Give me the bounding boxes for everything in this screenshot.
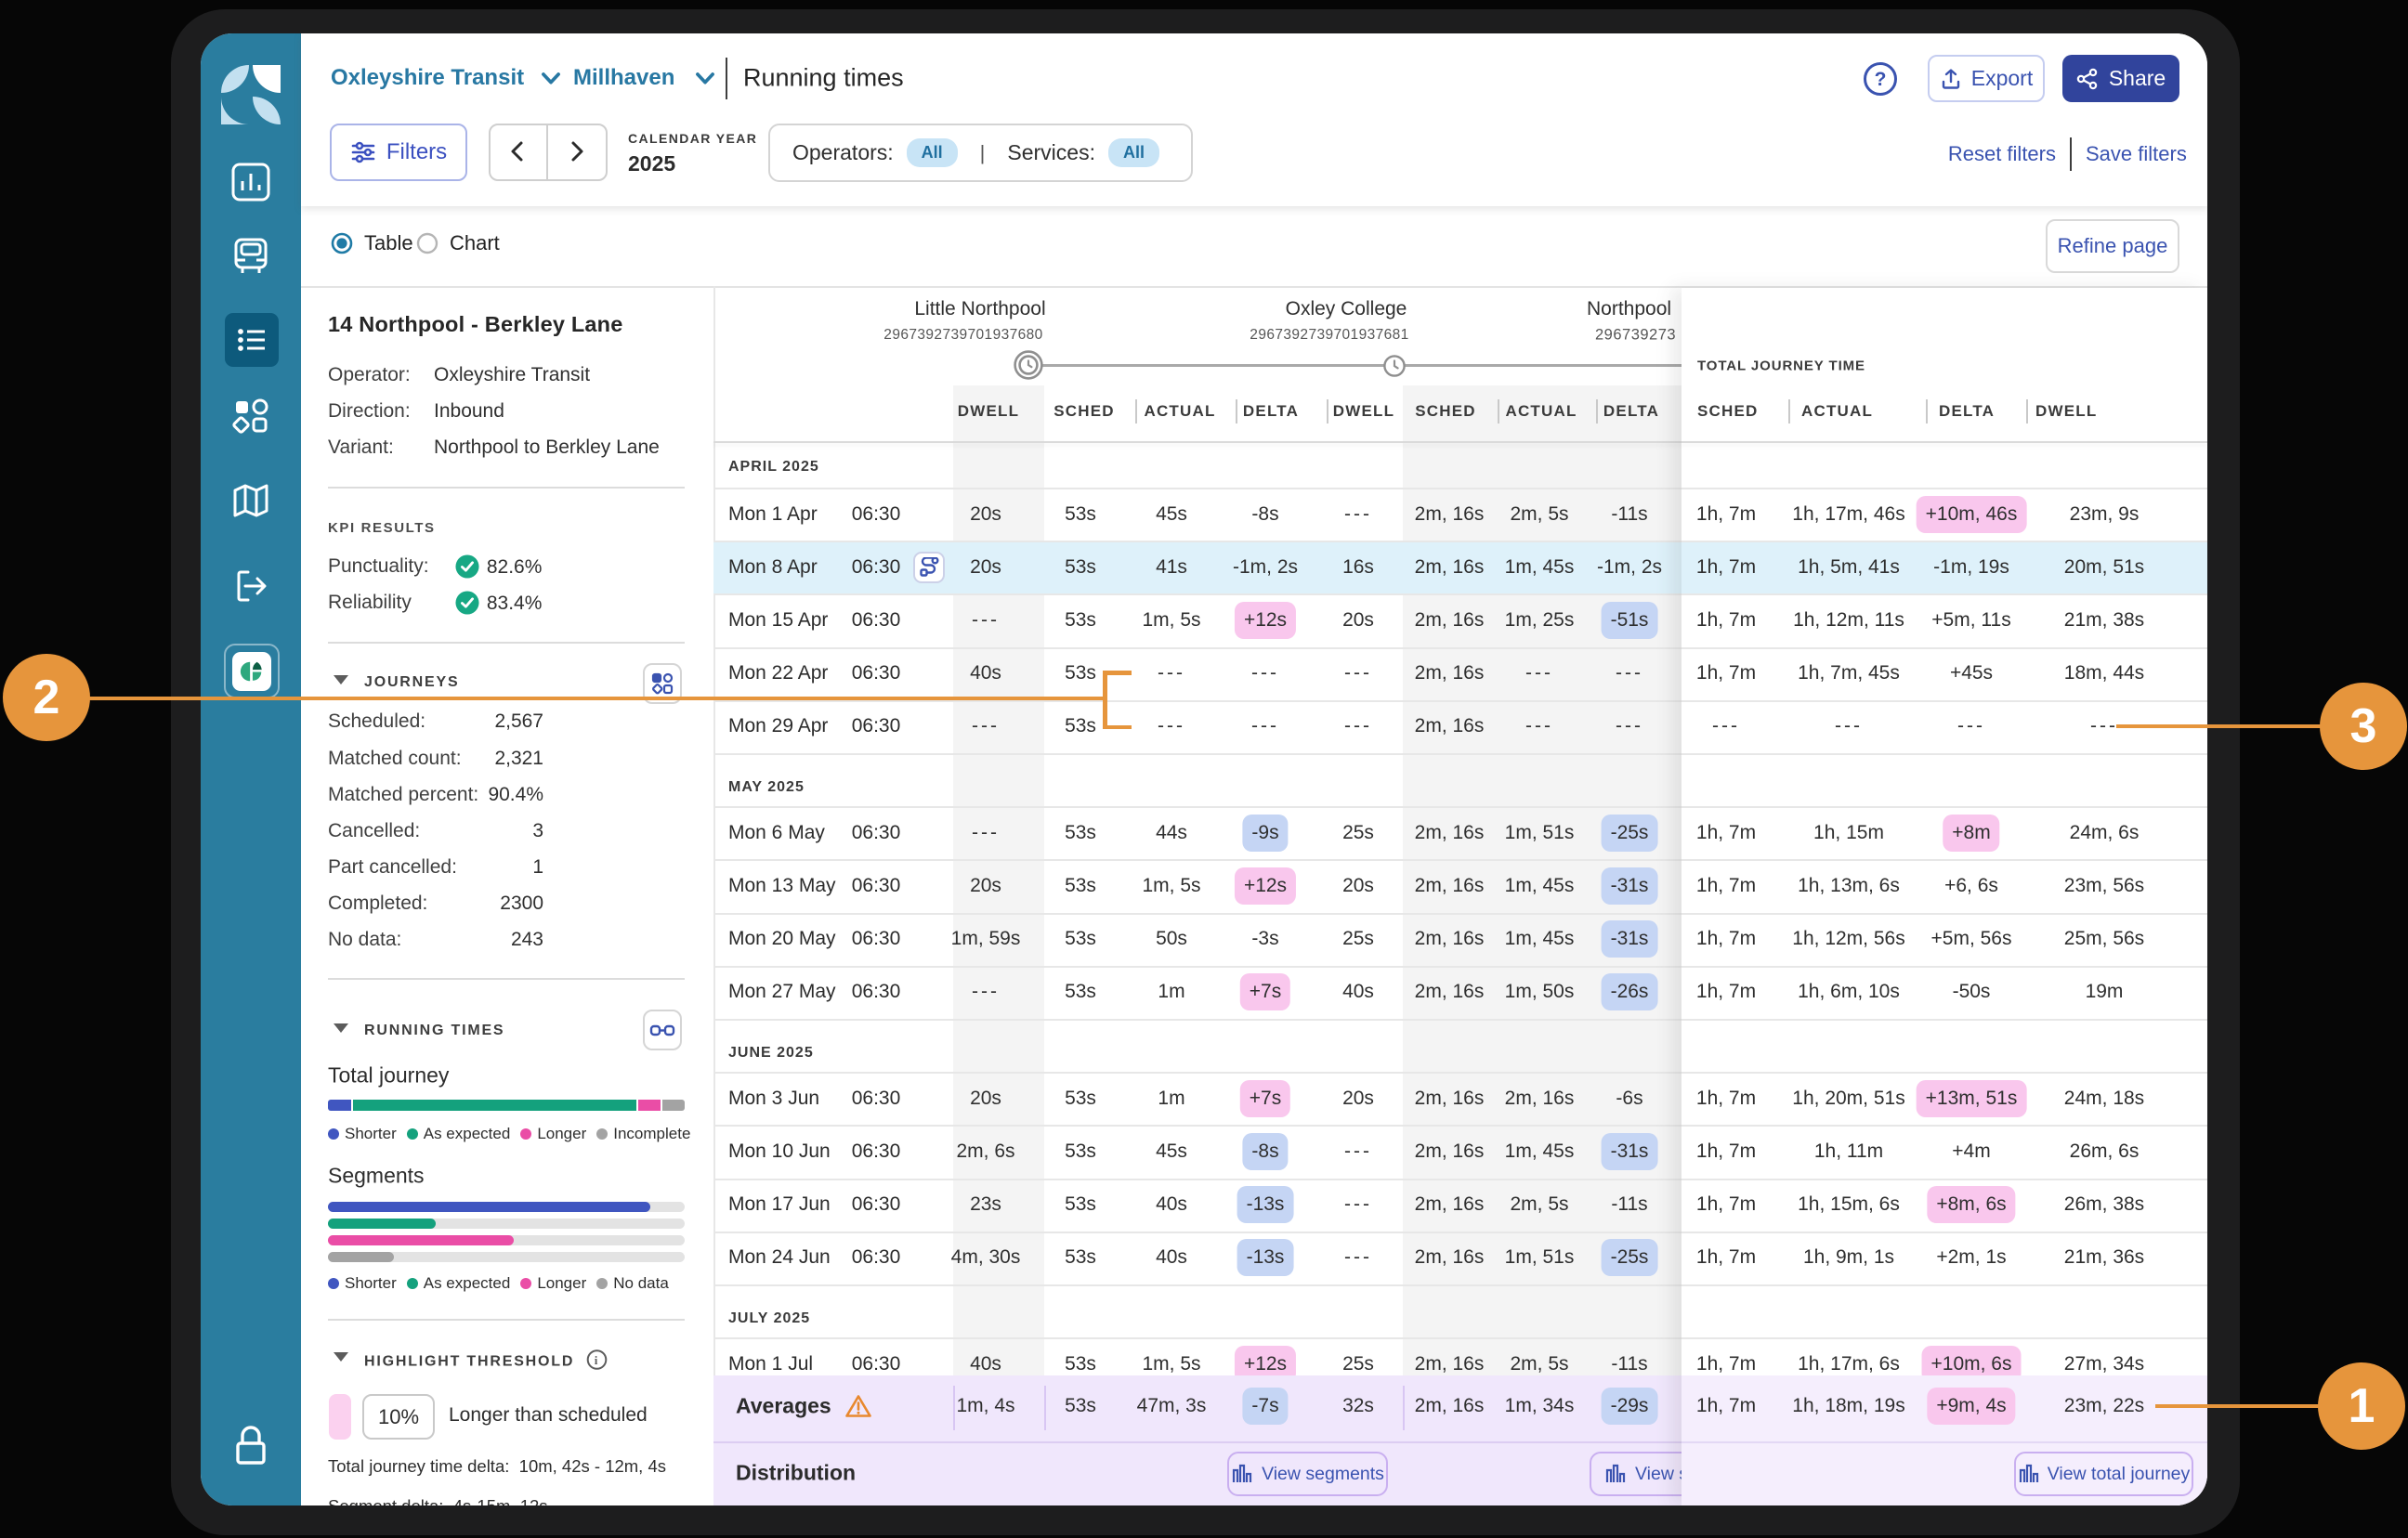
svg-text:i: i: [594, 1353, 598, 1367]
svg-text:?: ?: [1875, 69, 1887, 90]
